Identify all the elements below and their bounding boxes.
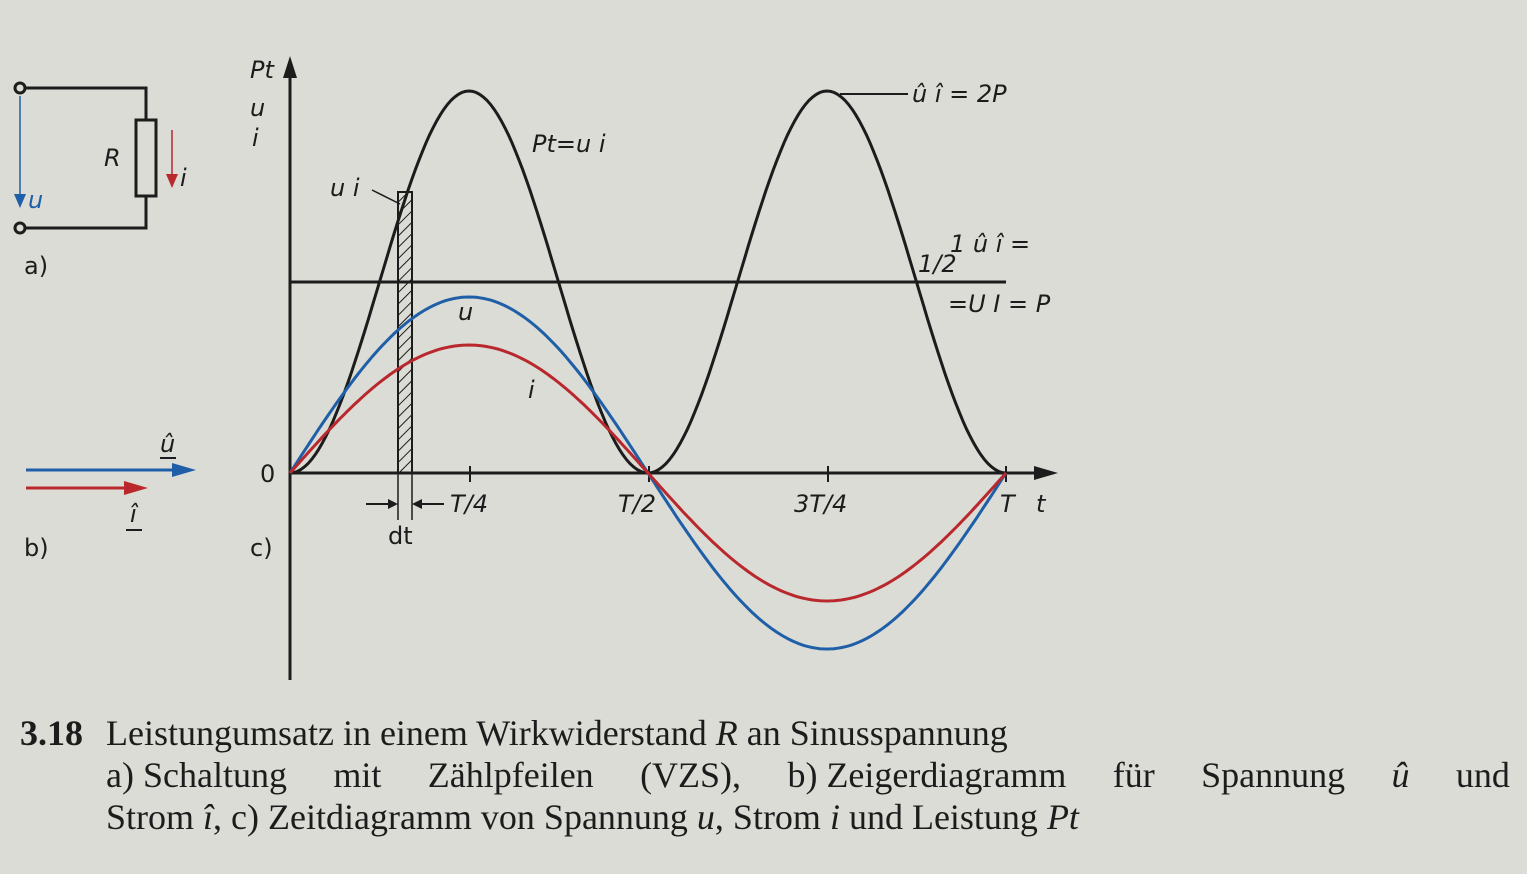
caption-l2-0: a) Schaltung: [106, 755, 287, 795]
voltage-arrow-label: u: [28, 186, 43, 214]
caption-l2-2: Zählpfeilen: [427, 755, 594, 795]
caption-title-end: an Sinusspannung: [746, 713, 1008, 753]
part-b-label: b): [24, 534, 49, 562]
strip-leader: [371, 189, 401, 205]
current-arrowhead: [166, 174, 178, 188]
peak-label: û î = 2P: [912, 80, 1007, 108]
y-axis-label-i: i: [252, 124, 259, 152]
caption-number: 3.18: [20, 713, 83, 753]
current-curve-label: i: [528, 376, 535, 404]
tick-label-t: T: [1000, 490, 1017, 518]
caption-title: Leistungumsatz in einem Wirkwiderstand: [106, 713, 707, 753]
caption-l2-4: b) Zeigerdiagramm: [787, 755, 1067, 795]
current-arrow-label: i: [180, 164, 187, 192]
caption-l2-3: (VZS),: [640, 755, 742, 795]
terminal-top: [13, 81, 27, 95]
caption-l2-5: für: [1112, 755, 1155, 795]
figure-caption: 3.18 Leistungumsatz in einem Wirkwidersta…: [20, 712, 1510, 838]
figure-3-18: u i R a) û î b) Pt u i 0 c) t T/4 T/2 3T…: [13, 56, 1058, 680]
x-axis-arrowhead: [1034, 466, 1058, 480]
x-axis-label: t: [1036, 490, 1047, 518]
current-curve: [288, 343, 1008, 603]
voltage-phasor-head: [172, 463, 196, 477]
dt-label: dt: [388, 522, 413, 550]
caption-l3-i: î: [203, 797, 214, 837]
caption-l3-c: , Strom: [714, 797, 821, 837]
y-axis-label-u: u: [250, 94, 265, 122]
caption-line-2: a) Schaltung mit Zählpfeilen (VZS), b) Z…: [20, 754, 1510, 796]
caption-line-1: 3.18 Leistungumsatz in einem Wirkwidersta…: [20, 712, 1510, 754]
part-c-label: c): [250, 534, 273, 562]
caption-l3-p: Pt: [1046, 797, 1079, 837]
voltage-arrowhead: [14, 194, 26, 208]
terminal-bottom: [13, 221, 27, 235]
resistor: [134, 118, 158, 198]
mean-label-fraction: 1/2: [918, 250, 957, 278]
mean-label-top: 1 û î =: [950, 230, 1030, 258]
caption-line-3: Strom î, c) Zeitdiagramm von Spannung u,…: [20, 796, 1510, 838]
circuit-diagram: [13, 81, 158, 235]
tick-label-t4: T/4: [450, 490, 488, 518]
y-axis-arrowhead: [283, 56, 297, 78]
dt-strip: [397, 191, 413, 474]
voltage-phasor-label: û: [160, 430, 175, 458]
dt-arrowhead-left: [388, 499, 398, 509]
current-phasor-head: [124, 481, 148, 495]
caption-l2-6: Spannung: [1201, 755, 1346, 795]
tick-label-3t4: 3T/4: [794, 490, 847, 518]
power-curve-label: Pt=u i: [532, 130, 606, 158]
caption-l3-b: , c) Zeitdiagramm von Spannung: [213, 797, 688, 837]
caption-l3-d: und Leistung: [848, 797, 1038, 837]
caption-l3-a: Strom: [106, 797, 195, 837]
strip-label: u i: [330, 174, 360, 202]
voltage-curve-label: u: [458, 298, 473, 326]
caption-r: R: [715, 713, 738, 753]
current-phasor-label: î: [130, 500, 139, 528]
caption-l2-7: û: [1391, 755, 1410, 795]
resistor-label: R: [104, 144, 121, 172]
wire-top: [25, 86, 148, 120]
wire-bottom: [25, 196, 148, 230]
tick-label-t2: T/2: [618, 490, 656, 518]
caption-l3-i2: i: [829, 797, 840, 837]
caption-l2-1: mit: [333, 755, 382, 795]
mean-label-bottom: =U I = P: [948, 290, 1051, 318]
dt-arrowhead-right: [412, 499, 422, 509]
y-axis-label-pt: Pt: [250, 56, 275, 84]
caption-l2-8: und: [1455, 755, 1510, 795]
caption-l3-u: u: [696, 797, 715, 837]
part-a-label: a): [24, 252, 48, 280]
origin-label: 0: [260, 460, 275, 488]
